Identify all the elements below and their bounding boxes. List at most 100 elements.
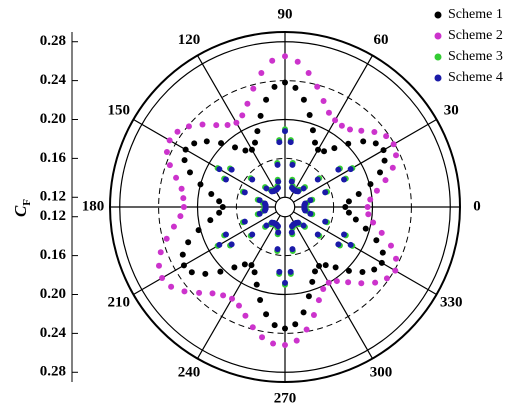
point — [282, 53, 288, 60]
point — [288, 184, 295, 191]
r-tick-label: 0.16 — [40, 247, 67, 263]
legend-label: Scheme 1 — [448, 7, 503, 22]
point — [380, 147, 387, 154]
point — [393, 255, 400, 262]
point — [365, 211, 372, 218]
point — [282, 79, 288, 86]
point — [331, 145, 338, 152]
point — [316, 262, 323, 269]
series — [155, 53, 400, 349]
point — [185, 123, 192, 130]
point — [311, 139, 318, 146]
point — [163, 148, 170, 155]
point — [195, 227, 202, 234]
r-tick-label: 0.28 — [40, 364, 66, 380]
point — [241, 218, 248, 225]
point — [186, 169, 193, 176]
point — [303, 326, 310, 333]
point — [370, 219, 377, 226]
point — [314, 176, 321, 183]
point — [338, 122, 345, 129]
angle-label: 180 — [82, 198, 105, 214]
r-tick-label: 0.12 — [40, 189, 66, 205]
point — [367, 181, 374, 188]
point — [378, 229, 385, 236]
point — [282, 279, 288, 286]
angle-label: 240 — [178, 365, 201, 381]
point — [202, 270, 209, 277]
point — [305, 69, 312, 76]
point — [242, 147, 249, 154]
point — [256, 197, 263, 204]
r-tick-label: 0.28 — [40, 33, 66, 49]
point — [261, 207, 268, 214]
point — [314, 83, 321, 90]
point — [309, 278, 316, 285]
point — [292, 321, 299, 328]
point — [252, 139, 259, 146]
point — [173, 174, 180, 181]
point — [371, 266, 378, 273]
point — [209, 290, 216, 297]
point — [383, 275, 390, 282]
point — [378, 259, 385, 266]
point — [179, 251, 186, 258]
point — [263, 96, 270, 103]
point — [293, 337, 300, 344]
point — [224, 121, 231, 128]
point — [288, 178, 295, 185]
point — [341, 176, 348, 183]
point — [345, 267, 352, 274]
point — [282, 128, 288, 135]
point — [295, 219, 302, 226]
point — [282, 325, 288, 332]
point — [288, 229, 295, 236]
point — [300, 222, 307, 229]
point — [191, 140, 198, 147]
angle-label: 300 — [370, 365, 393, 381]
point — [257, 112, 264, 119]
point — [358, 127, 365, 134]
point — [271, 322, 278, 329]
point — [289, 161, 296, 168]
point — [287, 139, 294, 146]
point — [174, 128, 181, 135]
point — [345, 279, 352, 286]
point — [180, 204, 187, 210]
point — [242, 312, 249, 319]
point — [347, 241, 354, 248]
point — [360, 138, 367, 145]
point — [213, 122, 220, 129]
point — [229, 295, 236, 302]
point — [274, 246, 281, 253]
point — [275, 178, 282, 185]
point — [244, 100, 251, 107]
point — [239, 112, 246, 119]
point — [372, 140, 379, 147]
point — [387, 242, 394, 249]
point — [320, 98, 327, 105]
point — [315, 146, 322, 153]
axis-label: CF — [11, 199, 33, 217]
r-tick-label: 0.12 — [40, 208, 66, 224]
point — [249, 324, 256, 331]
point — [232, 144, 239, 151]
point — [263, 185, 270, 192]
point — [358, 280, 365, 287]
point — [355, 191, 362, 198]
point — [203, 138, 210, 145]
point — [216, 198, 223, 205]
point — [228, 241, 235, 248]
point — [292, 84, 299, 91]
point — [367, 196, 374, 203]
point — [241, 189, 248, 196]
point — [346, 126, 353, 133]
point — [381, 157, 388, 164]
point — [307, 197, 314, 204]
r-tick-label: 0.24 — [40, 325, 67, 341]
point — [263, 222, 270, 229]
point — [310, 311, 317, 318]
point — [254, 128, 261, 135]
point — [155, 262, 162, 269]
